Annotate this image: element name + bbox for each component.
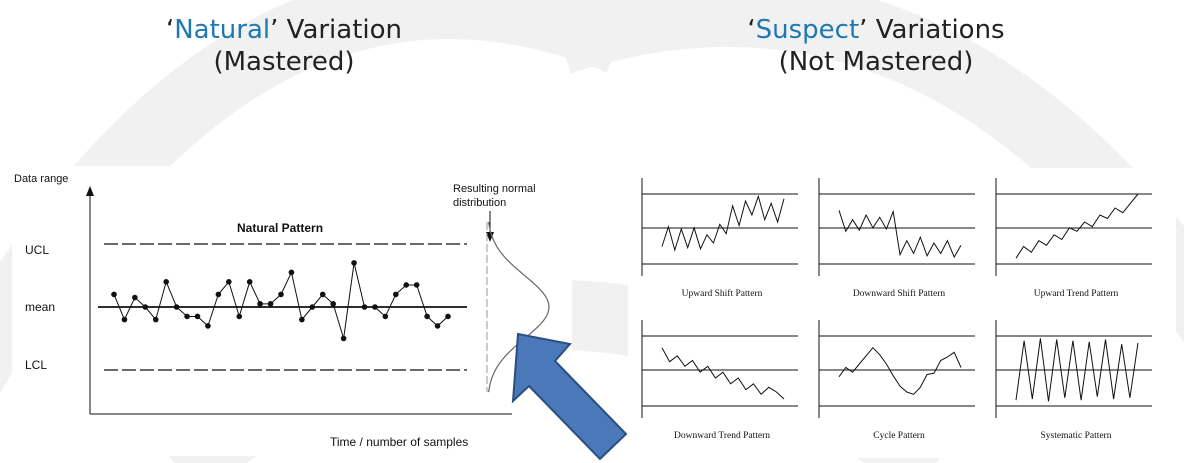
data-point — [340, 335, 347, 342]
data-point — [382, 313, 389, 320]
x-axis-label: Time / number of samples — [330, 435, 468, 449]
data-point — [278, 291, 284, 298]
natural-pattern-chart-panel: Data range Time / number of samples Natu… — [12, 166, 572, 456]
data-point — [173, 304, 180, 310]
data-point — [372, 304, 378, 310]
data-point — [236, 313, 243, 320]
suspect-highlight: Suspect — [755, 15, 860, 45]
data-point — [403, 282, 410, 288]
data-point — [163, 279, 169, 285]
pattern-series-line — [661, 347, 785, 400]
pattern-label: Downward Trend Pattern — [674, 431, 770, 441]
data-point — [319, 291, 326, 298]
suspect-patterns-panel: Upward Shift Pattern Downward Shift Patte… — [628, 168, 1176, 458]
pattern-panel: Upward Shift Pattern — [641, 178, 798, 299]
distribution-curve — [488, 221, 550, 393]
pattern-panel: Upward Trend Pattern — [995, 178, 1152, 299]
data-point — [267, 301, 274, 307]
data-point — [226, 279, 232, 285]
data-point — [257, 301, 263, 307]
not-mastered-subtitle: (Not Mastered) — [778, 47, 974, 77]
data-point — [142, 304, 149, 310]
pattern-label: Downward Shift Pattern — [853, 288, 946, 299]
pattern-label: Systematic Pattern — [1041, 431, 1112, 441]
data-point — [393, 291, 399, 298]
pattern-series-line — [661, 194, 785, 252]
mean-label: mean — [25, 300, 55, 314]
data-point — [434, 323, 441, 329]
pattern-label: Upward Shift Pattern — [682, 288, 763, 299]
natural-pattern-chart: Data range Time / number of samples Natu… — [14, 173, 550, 449]
data-point — [299, 316, 305, 323]
lcl-label: LCL — [25, 358, 47, 372]
pattern-panel: Cycle Pattern — [818, 320, 975, 441]
natural-highlight: Natural — [174, 15, 271, 45]
natural-series-line — [113, 262, 449, 339]
suspect-patterns-chart: Upward Shift Pattern Downward Shift Patte… — [641, 178, 1152, 441]
data-point — [205, 323, 211, 329]
pattern-panel: Systematic Pattern — [995, 320, 1152, 441]
data-point — [184, 313, 190, 320]
y-axis-arrow-icon — [86, 186, 94, 196]
pattern-series-line — [1015, 338, 1139, 402]
data-point — [351, 260, 357, 266]
natural-variation-heading: ‘Natural’ Variation (Mastered) — [64, 14, 504, 78]
pattern-series-line — [1015, 193, 1139, 259]
pattern-series-line — [838, 209, 962, 259]
pattern-series-line — [838, 346, 962, 395]
data-point — [121, 316, 128, 323]
mastered-subtitle: (Mastered) — [213, 47, 355, 77]
data-point — [309, 304, 316, 310]
up-left-arrow-icon — [511, 332, 628, 461]
data-point — [152, 316, 159, 323]
data-point — [424, 313, 430, 320]
pattern-label: Upward Trend Pattern — [1034, 289, 1119, 299]
distribution-annotation: Resulting normal distribution — [453, 183, 539, 209]
data-point — [246, 279, 253, 285]
data-point — [288, 269, 295, 276]
suspect-variations-heading: ‘Suspect’ Variations (Not Mastered) — [656, 14, 1096, 78]
data-point — [111, 291, 117, 298]
pattern-panel: Downward Shift Pattern — [818, 178, 975, 299]
data-point — [413, 282, 420, 288]
data-point — [445, 313, 451, 320]
data-point — [194, 313, 201, 320]
pattern-panel: Downward Trend Pattern — [641, 320, 798, 441]
data-point — [215, 291, 222, 298]
y-axis-label: Data range — [14, 173, 68, 185]
pattern-label: Cycle Pattern — [873, 431, 925, 441]
ucl-label: UCL — [25, 243, 49, 257]
chart-title: Natural Pattern — [237, 221, 323, 235]
data-point — [361, 304, 368, 310]
data-point — [132, 294, 138, 301]
data-point — [330, 301, 336, 307]
